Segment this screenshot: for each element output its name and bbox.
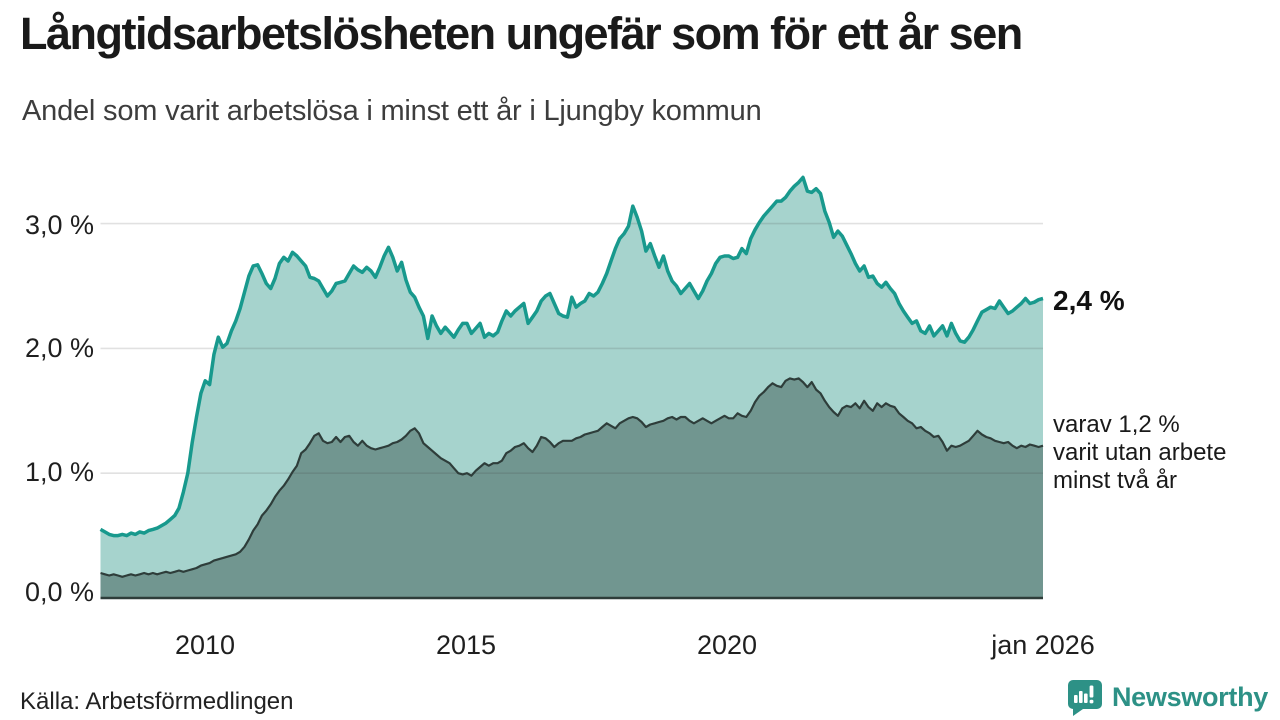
newsworthy-logo-text: Newsworthy [1111, 682, 1268, 712]
source-credit: Källa: Arbetsförmedlingen [20, 688, 294, 715]
y-axis-tick-2: 2,0 % [24, 333, 94, 363]
x-axis-tick-2015: 2015 [435, 630, 497, 660]
page-title: Långtidsarbetslösheten ungefär som för e… [20, 8, 1023, 59]
series-line-min-ett-ar [99, 175, 1044, 538]
chart-subtitle: Andel som varit arbetslösa i minst ett å… [22, 95, 762, 127]
series2-end-annotation: varav 1,2 % varit utan arbete minst två … [1053, 411, 1226, 495]
x-axis-tick-jan-2026: jan 2026 [991, 630, 1095, 660]
newsworthy-logo[interactable]: Newsworthy [1067, 678, 1268, 717]
y-axis-tick-0: 0,0 % [24, 577, 94, 607]
series-area-min-tva-ar [100, 378, 1043, 598]
annotation-line-3: minst två år [1053, 467, 1178, 494]
series-line-min-tva-ar [100, 377, 1044, 578]
series-end-value-label: 2,4 % [1053, 285, 1125, 316]
x-axis-tick-2020: 2020 [696, 630, 758, 660]
newsworthy-logo-icon [1067, 680, 1102, 716]
annotation-line-1: varav 1,2 % [1053, 411, 1180, 438]
annotation-line-2: varit utan arbete [1053, 439, 1227, 466]
x-axis-tick-2010: 2010 [174, 630, 236, 660]
y-axis-tick-3: 3,0 % [24, 210, 94, 240]
y-axis-tick-1: 1,0 % [24, 457, 94, 487]
